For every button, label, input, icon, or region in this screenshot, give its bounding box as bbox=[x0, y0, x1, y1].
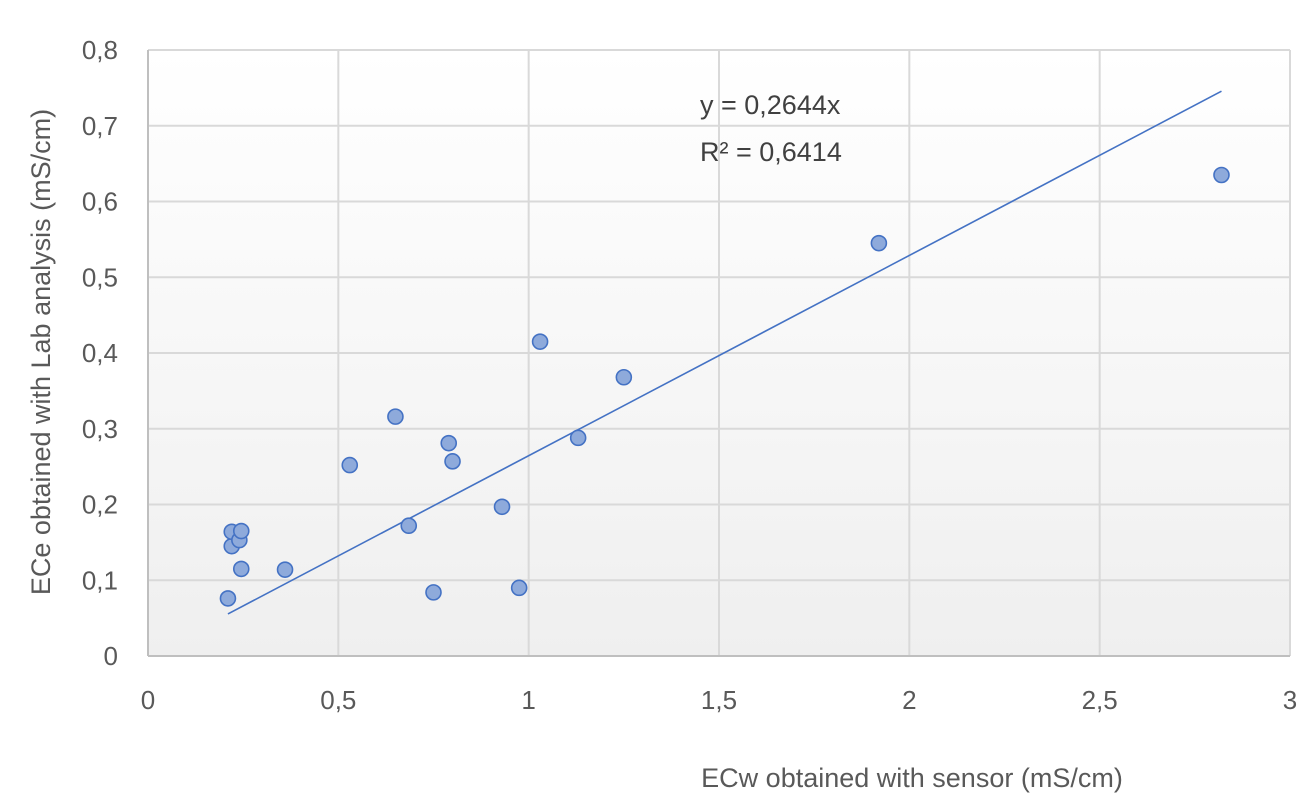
data-point bbox=[510, 579, 528, 597]
y-tick-label: 0,7 bbox=[82, 111, 118, 141]
data-point bbox=[870, 234, 888, 252]
data-point bbox=[531, 333, 549, 350]
y-tick-label: 0,1 bbox=[82, 565, 118, 595]
x-tick-label: 1 bbox=[521, 685, 535, 715]
grid bbox=[148, 49, 1291, 656]
data-point bbox=[232, 522, 250, 540]
data-point bbox=[219, 590, 237, 607]
y-tick-label: 0,5 bbox=[82, 262, 118, 292]
trendline-r2: R² = 0,6414 bbox=[700, 137, 842, 167]
data-point bbox=[440, 434, 458, 452]
trendline-group bbox=[227, 90, 1222, 615]
data-point bbox=[1213, 166, 1230, 184]
y-tick-label: 0,4 bbox=[82, 338, 118, 368]
data-point bbox=[341, 456, 359, 474]
x-tick-label: 0 bbox=[141, 685, 155, 715]
y-tick-label: 0 bbox=[104, 641, 118, 671]
y-tick-label: 0,6 bbox=[82, 187, 118, 217]
x-tick-label: 2,5 bbox=[1082, 685, 1118, 715]
data-point bbox=[615, 368, 633, 386]
y-tick-label: 0,3 bbox=[82, 414, 118, 444]
data-point bbox=[425, 584, 442, 601]
x-tick-label: 1,5 bbox=[701, 685, 737, 715]
x-tick-label: 2 bbox=[902, 685, 916, 715]
data-point bbox=[493, 498, 511, 516]
data-points bbox=[219, 166, 1230, 607]
y-axis-title: ECe obtained with Lab analysis (mS/cm) bbox=[26, 109, 56, 595]
trendline bbox=[227, 90, 1222, 615]
x-axis-title: ECw obtained with sensor (mS/cm) bbox=[701, 763, 1123, 793]
data-point bbox=[232, 560, 250, 578]
axes bbox=[147, 50, 1290, 657]
data-point bbox=[569, 429, 587, 447]
y-tick-label: 0,8 bbox=[82, 35, 118, 65]
x-tick-label: 3 bbox=[1283, 685, 1297, 715]
data-point bbox=[387, 408, 404, 425]
data-point bbox=[276, 561, 294, 578]
tick-labels: 0 0,1 0,2 0,3 0,4 0,5 0,6 0,7 0,8 0 0,5 1 1,5 2 2,5 3 bbox=[82, 35, 1297, 715]
data-point bbox=[400, 517, 418, 535]
data-point bbox=[444, 453, 461, 470]
x-tick-label: 0,5 bbox=[320, 685, 356, 715]
trendline-equation: y = 0,2644x bbox=[700, 90, 841, 120]
y-tick-label: 0,2 bbox=[82, 490, 118, 520]
